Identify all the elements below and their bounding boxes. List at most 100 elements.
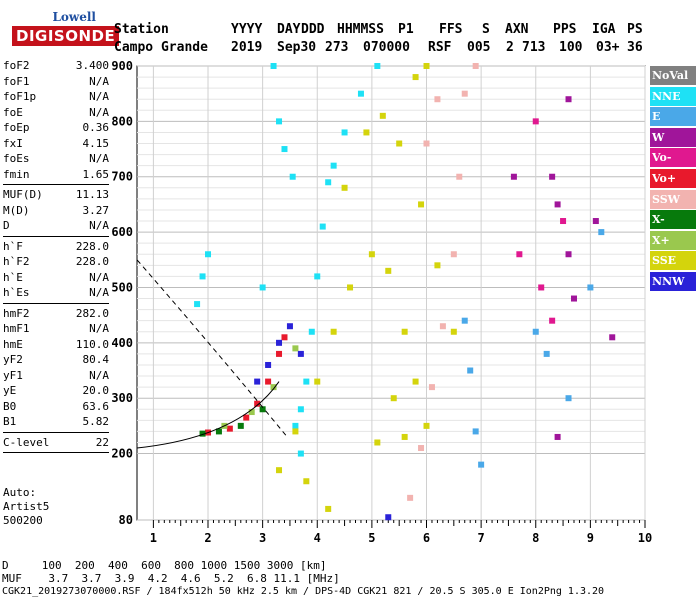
param-row: B1 5.82 xyxy=(3,414,109,430)
param-label: h`E xyxy=(3,270,23,284)
echo-point-vo- xyxy=(549,317,556,324)
x-tick-label: 3 xyxy=(259,531,266,545)
echo-point-nnw xyxy=(385,514,392,521)
param-row: yE 20.0 xyxy=(3,383,109,399)
echo-point-sse xyxy=(423,63,430,69)
param-value: N/A xyxy=(89,270,109,284)
divider xyxy=(3,452,109,453)
echo-point-nne xyxy=(330,162,337,169)
param-value: 228.0 xyxy=(75,255,109,268)
param-value: 11.13 xyxy=(75,188,109,201)
echo-point-ssw xyxy=(423,140,430,147)
header-pps-value: 100 xyxy=(559,40,583,55)
param-label: hmF2 xyxy=(3,306,30,320)
echo-point-nnw xyxy=(254,378,261,385)
echo-point-sse xyxy=(330,328,337,335)
autoscaling-info: Auto: Artist5 500200 xyxy=(3,486,49,528)
plot-area xyxy=(136,65,646,521)
echo-point-sse xyxy=(418,201,425,208)
echo-point-w xyxy=(554,201,561,208)
header-ddd-label: DDD xyxy=(301,22,325,37)
echo-point-ssw xyxy=(472,63,479,69)
echo-point-ssw xyxy=(439,323,446,330)
echo-point-nnw xyxy=(286,323,293,330)
echo-point-nne xyxy=(297,406,304,413)
legend-item-nne: NNE xyxy=(650,86,696,106)
echo-point-sse xyxy=(368,251,375,258)
echo-point-nne xyxy=(281,146,288,153)
echo-point-x- xyxy=(259,406,266,413)
echo-point-ssw xyxy=(407,494,414,501)
echo-point-nne xyxy=(276,118,283,125)
echo-point-ssw xyxy=(418,445,425,452)
param-row: D N/A xyxy=(3,218,109,234)
echo-point-nne xyxy=(259,284,266,291)
x-tick-label: 7 xyxy=(478,531,485,545)
param-row: yF1 N/A xyxy=(3,368,109,384)
echo-point-w xyxy=(609,334,616,341)
header-iga-label: IGA xyxy=(592,22,616,37)
y-tick-label: 700 xyxy=(111,170,133,184)
echo-point-e xyxy=(472,428,479,435)
param-row: hmF1 N/A xyxy=(3,321,109,337)
legend-item-vo-minus: Vo- xyxy=(650,148,696,168)
param-row: h`Es N/A xyxy=(3,285,109,301)
legend-item-sse: SSE xyxy=(650,251,696,271)
header-s-label: S xyxy=(482,22,490,37)
param-row: h`E N/A xyxy=(3,270,109,286)
digisonde-logo: Lowell DIGISONDE xyxy=(6,10,120,50)
legend-item-ssw: SSW xyxy=(650,189,696,209)
header-ddd-value: 273 xyxy=(325,40,349,55)
footer-info: CGK21_2019273070000.RSF / 184fx512h 50 k… xyxy=(2,586,605,597)
echo-point-vo+ xyxy=(276,350,283,357)
echo-point-e xyxy=(565,395,572,402)
profile-curve xyxy=(136,381,280,449)
echo-point-x- xyxy=(237,422,244,429)
param-value: 4.15 xyxy=(82,136,110,150)
param-row: foF1 N/A xyxy=(3,74,109,90)
legend-item-vo-plus: Vo+ xyxy=(650,168,696,188)
param-group-critical-frequencies: foF2 3.400 foF1 N/A foF1p N/A foE N/A foEp 0.… xyxy=(3,58,109,182)
header-ps-label: PS xyxy=(627,22,643,37)
param-row: C-level 22 xyxy=(3,435,109,451)
y-tick-label: 300 xyxy=(111,391,133,405)
param-row: B0 63.6 xyxy=(3,399,109,415)
echo-point-x+ xyxy=(292,345,299,352)
param-value: N/A xyxy=(89,74,109,88)
echo-point-e xyxy=(598,229,605,236)
echo-point-sse xyxy=(401,328,408,335)
echo-point-vo- xyxy=(560,218,567,225)
header-iga-value: 03+ xyxy=(596,40,620,55)
echo-point-vo+ xyxy=(281,334,288,341)
echo-point-sse xyxy=(276,467,283,474)
echo-point-w xyxy=(510,173,517,180)
echo-point-x- xyxy=(199,430,206,437)
y-tick-label: 500 xyxy=(111,280,133,294)
divider xyxy=(3,184,109,185)
echo-point-nnw xyxy=(297,350,304,357)
x-tick-label: 5 xyxy=(368,531,375,545)
param-label: foE xyxy=(3,105,23,119)
auto-software: Artist5 xyxy=(3,500,50,513)
echo-point-e xyxy=(532,328,539,335)
echo-point-nne xyxy=(194,301,201,308)
echo-point-sse xyxy=(347,284,354,291)
x-tick-label: 10 xyxy=(638,531,652,545)
header-ffs-label: FFS xyxy=(439,22,463,37)
echo-point-e xyxy=(478,461,485,468)
param-row: hmF2 282.0 xyxy=(3,306,109,322)
echo-point-w xyxy=(592,218,599,225)
echo-point-nne xyxy=(205,251,212,258)
echo-point-sse xyxy=(434,262,441,269)
param-value: N/A xyxy=(89,286,109,299)
param-label: hmF1 xyxy=(3,322,30,335)
param-label: D xyxy=(3,219,10,232)
echo-point-nnw xyxy=(276,339,283,346)
param-value: 228.0 xyxy=(75,239,109,253)
echo-point-sse xyxy=(363,129,370,136)
parameter-panel: foF2 3.400 foF1 N/A foF1p N/A foE N/A foEp 0.… xyxy=(3,58,109,455)
auto-label: Auto: xyxy=(3,486,37,499)
echo-point-nne xyxy=(297,450,304,457)
header-day-value: Sep30 xyxy=(277,40,317,55)
param-label: B0 xyxy=(3,399,17,413)
